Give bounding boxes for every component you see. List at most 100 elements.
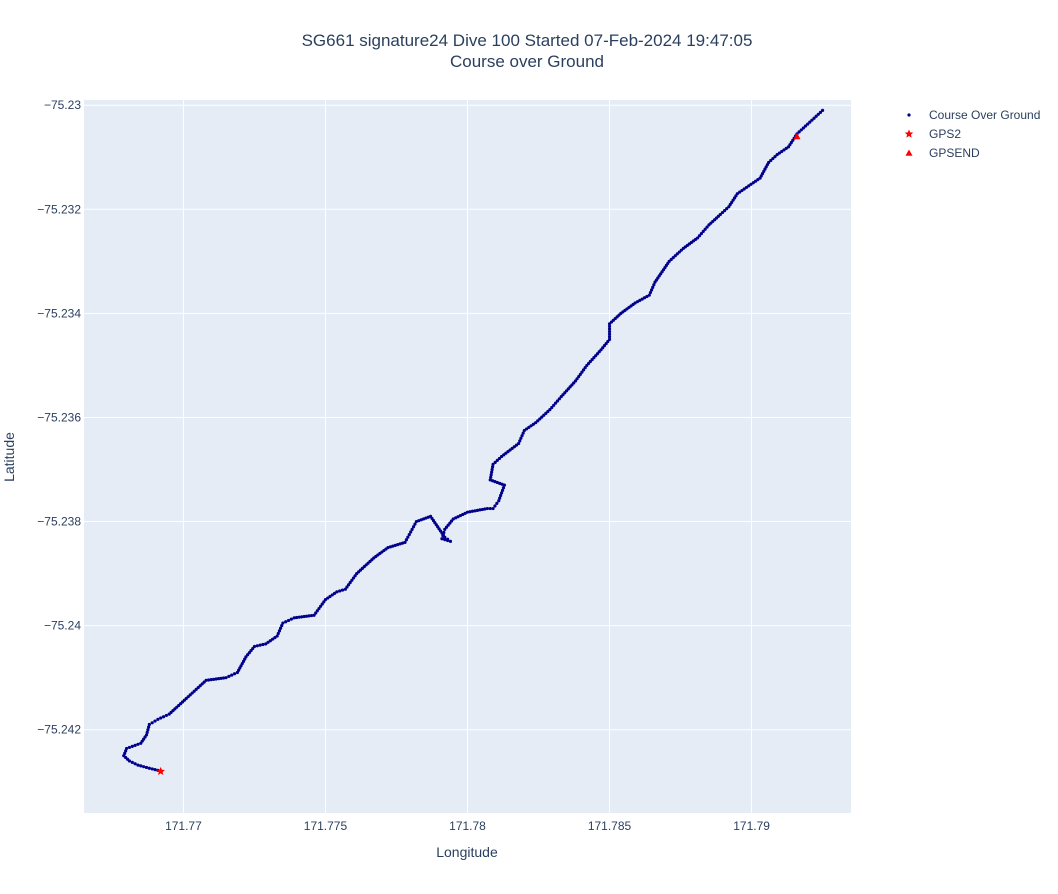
track-point — [139, 764, 143, 768]
track-point — [396, 543, 400, 547]
track-point — [391, 544, 395, 548]
track-point — [495, 501, 499, 505]
track-point — [317, 606, 321, 611]
track-point — [295, 615, 299, 620]
track-point — [328, 594, 332, 599]
track-point — [491, 506, 495, 511]
track-point — [782, 148, 786, 152]
track-point — [756, 178, 760, 182]
track-point — [150, 767, 154, 771]
grid-lines — [84, 100, 851, 813]
track-point — [147, 722, 151, 727]
legend-item: Course Over Ground — [907, 108, 1040, 122]
legend-label: GPS2 — [929, 127, 961, 141]
track-point — [332, 591, 337, 595]
track-point — [651, 285, 655, 289]
gps2-marker — [156, 766, 165, 776]
track-point — [353, 574, 357, 578]
track-point — [403, 540, 407, 544]
track-point — [278, 626, 283, 630]
track-point — [407, 532, 411, 537]
track-point — [577, 374, 581, 379]
legend: Course Over Ground GPS2 GPSEND — [904, 108, 1040, 160]
track-point — [122, 754, 126, 758]
track-point — [130, 760, 134, 764]
track-point — [386, 545, 390, 550]
track-point — [677, 250, 681, 254]
track-point — [292, 616, 296, 620]
track-point — [473, 509, 477, 513]
track-point — [518, 439, 522, 443]
track-point — [546, 409, 550, 414]
track-point — [701, 229, 705, 234]
track-point — [531, 422, 536, 426]
track-point — [699, 231, 703, 236]
track-point — [133, 762, 137, 766]
gpsend-marker — [793, 132, 801, 140]
track-point — [125, 746, 129, 751]
track-point — [133, 743, 137, 747]
track-point — [538, 417, 542, 421]
track-point — [348, 580, 352, 585]
track-point — [607, 332, 612, 336]
track-point — [812, 116, 816, 120]
track-point — [411, 525, 416, 529]
track-point — [555, 399, 560, 403]
track-point — [443, 537, 447, 542]
track-point — [314, 611, 318, 615]
track-point — [346, 583, 351, 587]
track-point — [517, 441, 521, 446]
chart-title-line1: SG661 signature24 Dive 100 Started 07-Fe… — [302, 31, 753, 50]
track-point — [442, 530, 446, 535]
track-point — [799, 128, 803, 132]
track-point — [583, 366, 587, 370]
track-point — [607, 324, 612, 328]
track-point — [521, 431, 525, 435]
legend-symbol — [904, 129, 914, 138]
track-point — [124, 749, 128, 753]
track-point — [130, 744, 134, 748]
track-point — [536, 419, 540, 423]
track-point — [145, 730, 149, 734]
track-point — [302, 614, 306, 619]
track-point — [489, 473, 493, 477]
track-point — [578, 372, 582, 376]
track-point — [751, 181, 755, 185]
track-point — [409, 530, 413, 534]
track-point — [780, 149, 784, 154]
track-point — [410, 527, 414, 531]
track-point — [522, 428, 526, 433]
track-point — [440, 537, 444, 541]
track-point — [557, 397, 561, 401]
track-point — [281, 621, 285, 625]
track-point — [483, 507, 487, 511]
track-point — [489, 475, 493, 479]
track-point — [305, 614, 309, 618]
track-point — [153, 719, 157, 723]
track-point — [136, 763, 140, 767]
track-point — [310, 613, 314, 618]
track-point — [271, 637, 275, 641]
y-tick-label: −75.238 — [37, 515, 81, 529]
axes: 171.77 171.775 171.78 171.785 171.79 −75.23 −7… — [37, 98, 770, 833]
track-point — [581, 368, 586, 372]
track-point — [468, 510, 472, 514]
track-point — [144, 733, 149, 737]
track-point — [159, 716, 163, 720]
track-point — [542, 413, 546, 417]
track-point — [645, 294, 649, 299]
track-point — [400, 541, 405, 545]
track-point — [640, 297, 644, 301]
track-point — [529, 424, 533, 428]
track-point — [204, 678, 208, 682]
track-point — [814, 114, 818, 118]
track-point — [326, 596, 330, 600]
track-point — [451, 517, 455, 521]
x-tick-label: 171.79 — [733, 819, 770, 833]
track-point — [338, 589, 342, 593]
track-point — [553, 401, 558, 405]
track-point — [280, 624, 284, 628]
track-point — [286, 618, 291, 623]
track-point — [330, 593, 334, 597]
track-point — [297, 615, 301, 619]
